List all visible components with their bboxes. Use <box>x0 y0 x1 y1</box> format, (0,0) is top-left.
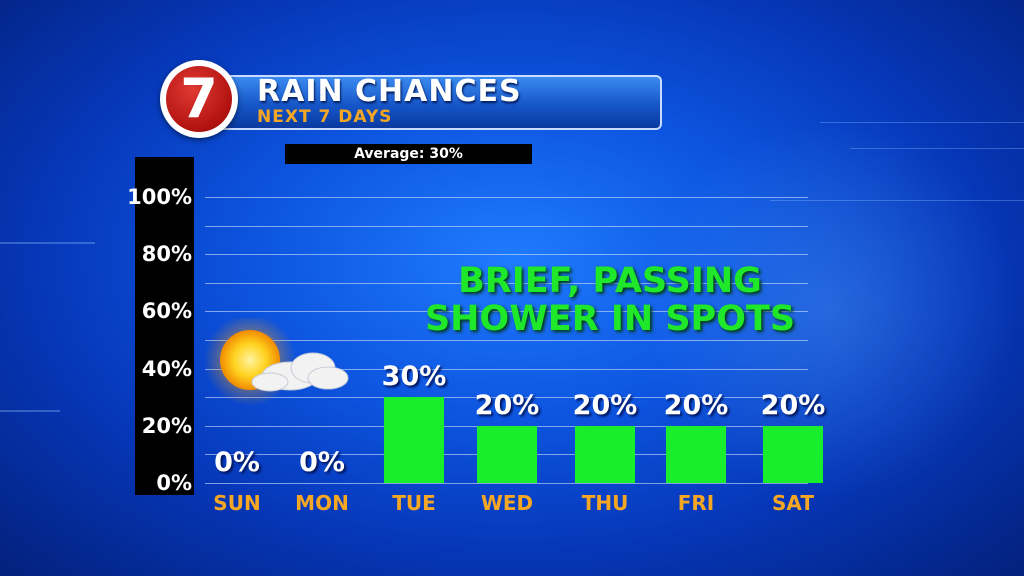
y-tick-label: 0% <box>156 471 192 495</box>
x-tick-label: WED <box>480 491 534 515</box>
x-tick-label: SAT <box>772 491 814 515</box>
y-tick-label: 80% <box>141 242 192 267</box>
bar <box>575 425 635 483</box>
background-streak <box>770 200 1024 201</box>
gridline <box>205 340 808 341</box>
y-tick-label: 20% <box>141 413 192 438</box>
background-streak <box>850 148 1024 149</box>
y-tick-label: 40% <box>141 356 192 381</box>
forecast-note-line: BRIEF, PASSING <box>458 261 762 301</box>
gridline <box>205 311 808 312</box>
station-logo: 7 <box>160 60 238 138</box>
bar <box>384 397 444 483</box>
x-tick-label: THU <box>581 491 629 515</box>
background-streak <box>0 410 60 412</box>
y-tick-label: 100% <box>127 185 192 209</box>
bar-value-label: 30% <box>381 361 447 393</box>
gridline <box>205 226 808 227</box>
x-tick-label: FRI <box>677 491 715 515</box>
x-tick-label: TUE <box>392 491 436 515</box>
average-label: Average: 30% <box>285 144 532 164</box>
title-banner <box>200 75 662 130</box>
gridline <box>205 369 808 370</box>
gridline <box>205 197 808 198</box>
bar <box>763 425 823 483</box>
gridline <box>205 483 808 484</box>
forecast-note-line: SHOWER IN SPOTS <box>424 299 796 339</box>
bar-value-label: 20% <box>572 389 638 421</box>
chart-title: RAIN CHANCES <box>257 74 522 109</box>
partly-sunny-icon <box>204 318 349 406</box>
x-tick-label: SUN <box>213 491 261 515</box>
bar-value-label: 20% <box>474 389 540 421</box>
bar <box>666 425 726 483</box>
bar-value-label: 0% <box>214 447 260 478</box>
gridline <box>205 254 808 255</box>
bar-value-label: 0% <box>299 447 345 478</box>
gridline <box>205 397 808 398</box>
chart-subtitle: NEXT 7 DAYS <box>257 107 393 127</box>
y-tick-label: 60% <box>141 299 192 324</box>
bar-value-label: 20% <box>760 389 826 421</box>
bar-value-label: 20% <box>663 389 729 421</box>
forecast-note: BRIEF, PASSING SHOWER IN SPOTS <box>380 262 840 338</box>
bar <box>477 425 537 483</box>
background-streak <box>0 242 95 244</box>
background-streak <box>820 122 1024 123</box>
x-tick-label: MON <box>295 491 349 515</box>
y-axis-panel <box>135 157 194 495</box>
logo-seven: 7 <box>166 66 232 132</box>
gridline <box>205 283 808 284</box>
